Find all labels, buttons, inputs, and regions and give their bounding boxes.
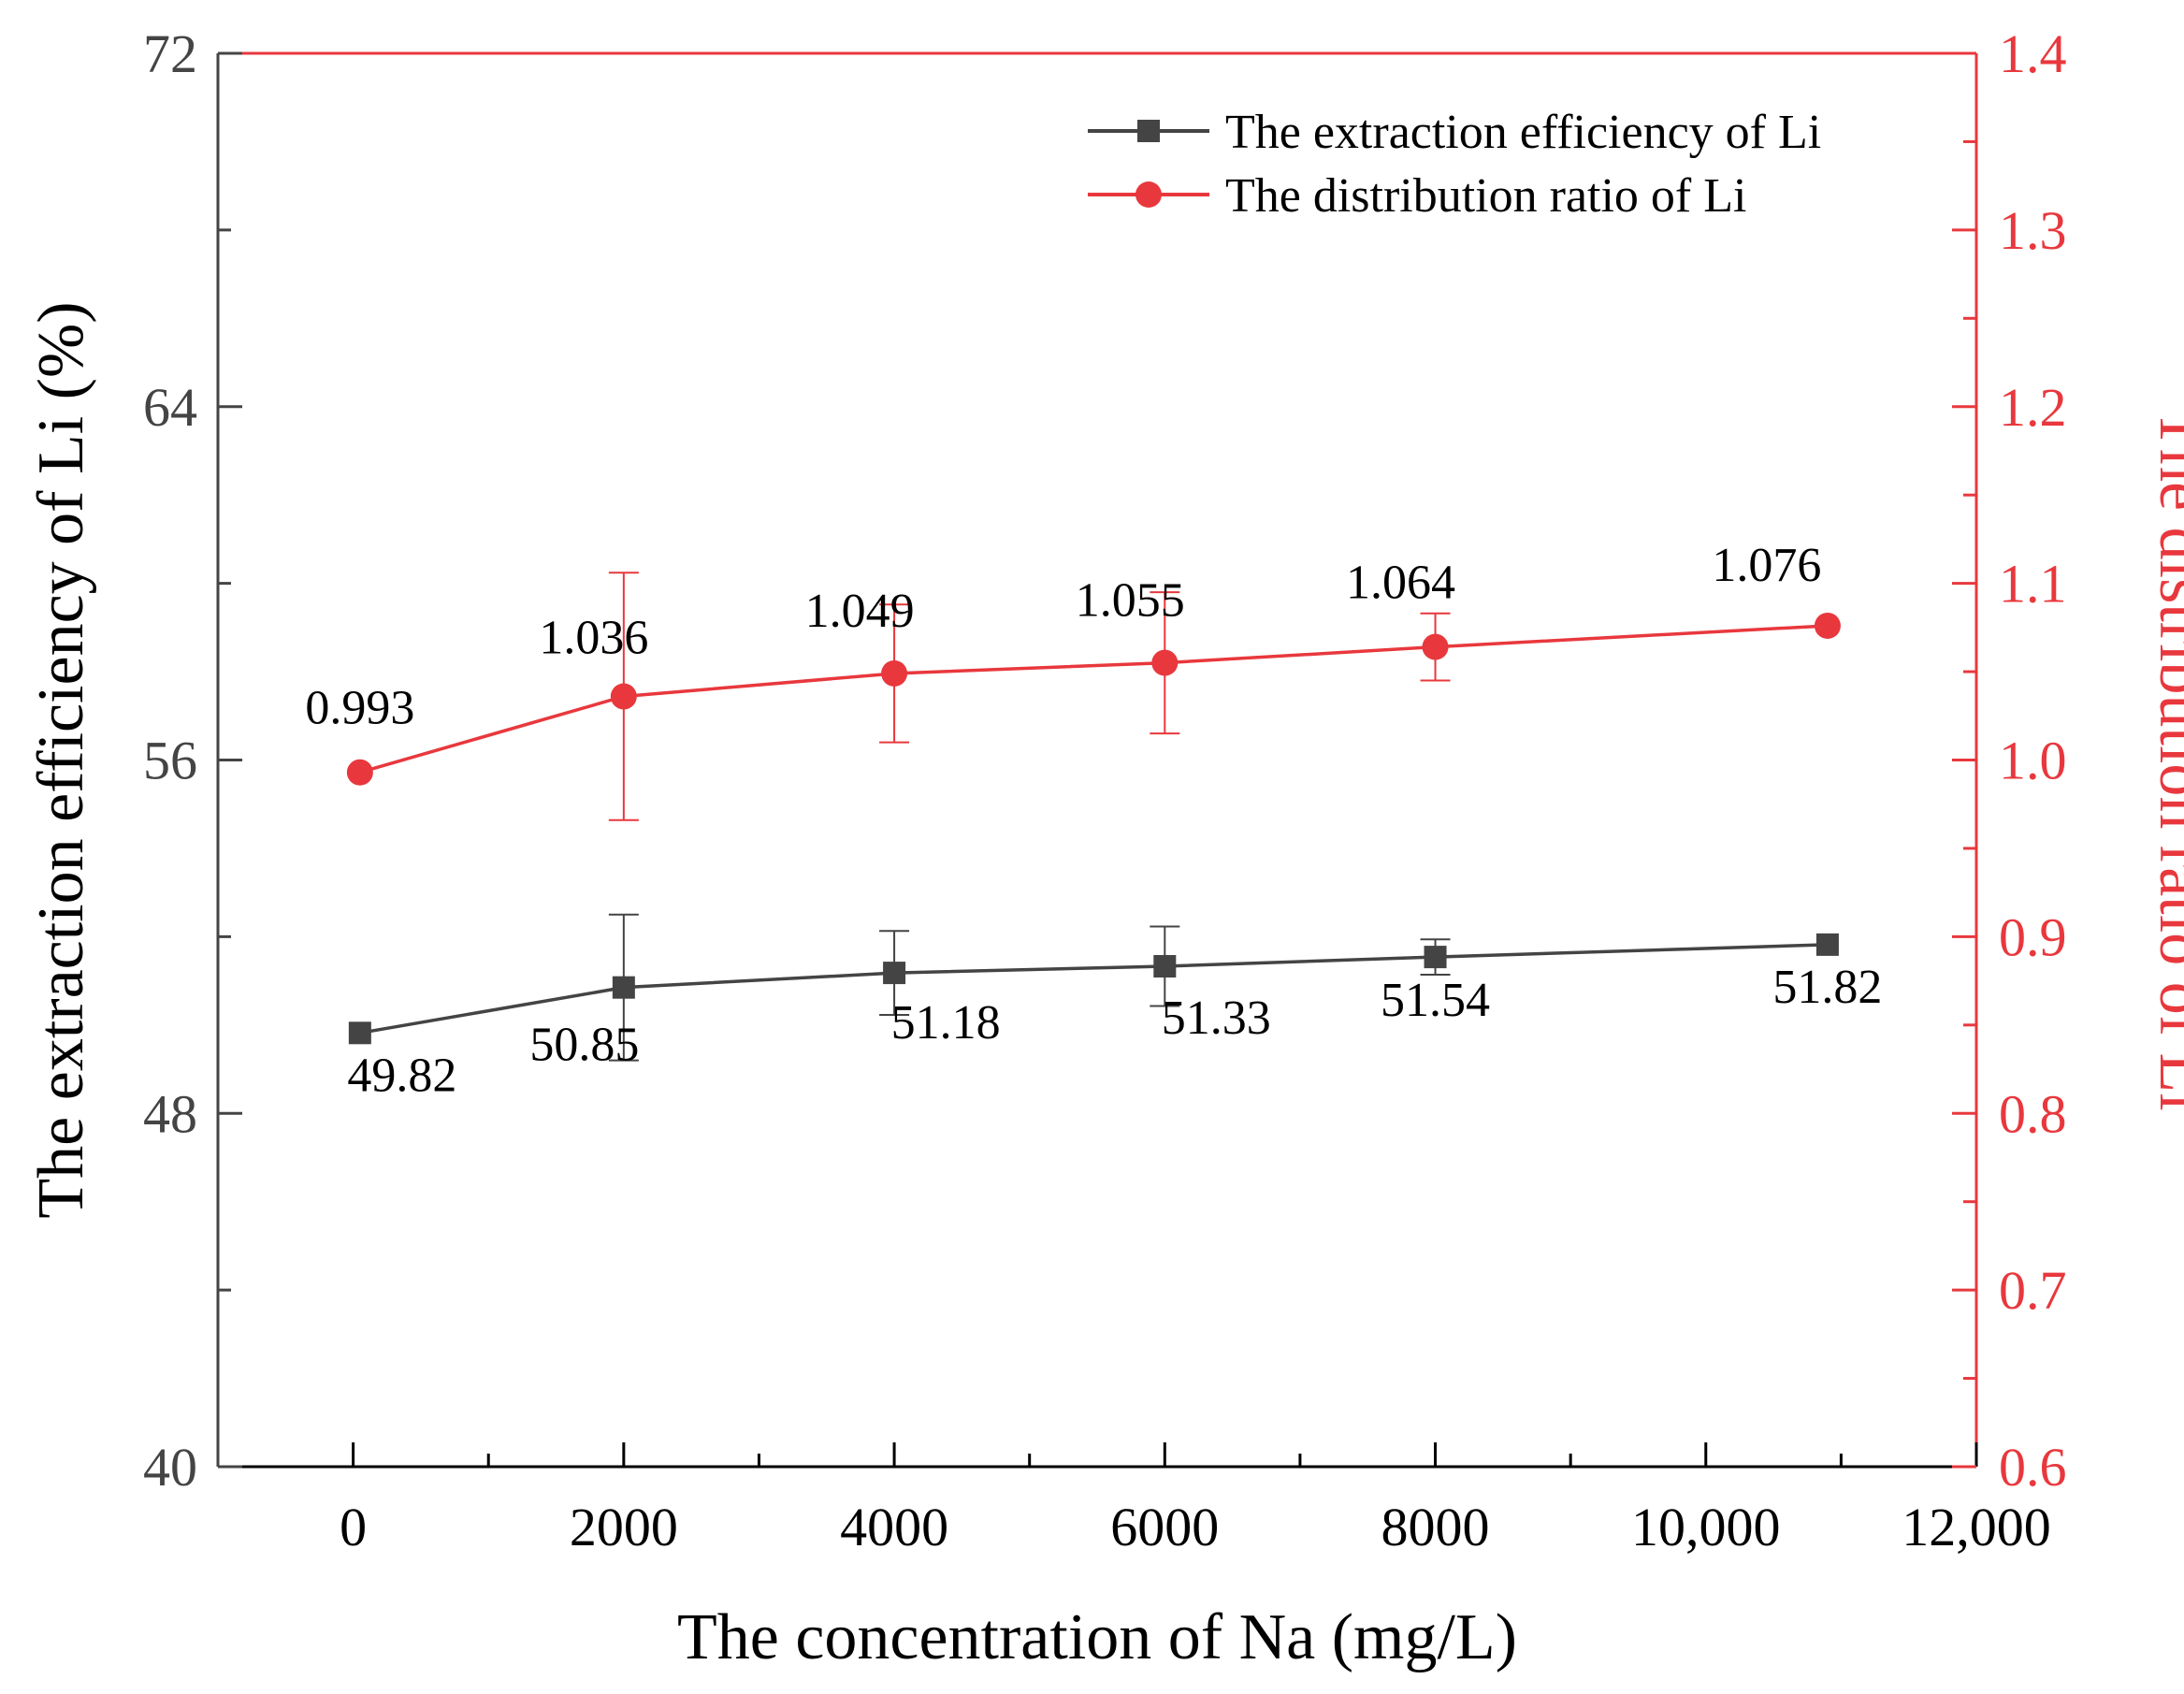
- legend: The extraction efficiency of Li The distr…: [1088, 106, 1821, 223]
- data-label: 51.82: [1772, 961, 1882, 1014]
- data-point-circle: [1814, 612, 1841, 639]
- data-point-circle: [1151, 649, 1179, 676]
- y-right-tick-label: 0.8: [1999, 1083, 2067, 1144]
- data-point-circle: [881, 659, 908, 687]
- y-right-tick-label: 0.9: [1999, 906, 2067, 967]
- y-right-tick-label: 0.6: [1999, 1437, 2067, 1498]
- data-point-square: [1153, 955, 1177, 978]
- data-label: 1.064: [1346, 557, 1455, 610]
- data-label: 51.33: [1162, 992, 1271, 1045]
- x-tick-label: 2000: [570, 1497, 678, 1557]
- y-left-axis-title: The extraction efficiency of Li (%): [25, 301, 97, 1218]
- x-tick-label: 12,000: [1902, 1497, 2051, 1557]
- plot-series: [346, 572, 1841, 1062]
- y-left-tick-label: 72: [143, 23, 197, 84]
- y-right-tick-label: 1.3: [1999, 200, 2067, 261]
- legend-label: The extraction efficiency of Li: [1225, 106, 1821, 159]
- legend-circle-marker: [1135, 181, 1162, 208]
- y-left-tick-label: 64: [143, 377, 197, 438]
- data-label: 50.85: [529, 1019, 639, 1072]
- y-left-tick-label: 40: [143, 1437, 197, 1498]
- data-point-circle: [1422, 633, 1449, 660]
- y-right-tick-label: 1.4: [1999, 23, 2067, 84]
- data-point-circle: [346, 759, 373, 786]
- data-label: 1.036: [539, 612, 648, 665]
- y-right-tick-label: 1.0: [1999, 731, 2067, 791]
- data-label: 0.993: [305, 682, 414, 735]
- x-tick-label: 0: [340, 1497, 367, 1557]
- y-right-tick-label: 1.1: [1999, 554, 2067, 615]
- data-label: 1.055: [1076, 574, 1185, 628]
- y-left-tick-label: 48: [143, 1083, 197, 1144]
- data-point-square: [612, 976, 635, 999]
- data-point-square: [348, 1021, 371, 1045]
- data-label: 1.049: [805, 585, 915, 638]
- series-line: [359, 943, 1828, 1035]
- x-tick-label: 4000: [840, 1497, 948, 1557]
- data-point-square: [1815, 933, 1839, 956]
- axes: 0 2000 4000 6000 8000 10,000 12,000 40 48 56 64 72 0…: [25, 23, 2184, 1673]
- data-label: 49.82: [347, 1049, 456, 1102]
- legend-square-marker: [1137, 120, 1160, 142]
- y-left-tick-label: 56: [143, 731, 197, 791]
- x-tick-label: 6000: [1110, 1497, 1219, 1557]
- data-label: 1.076: [1712, 539, 1821, 592]
- series-extraction-efficiency: [348, 913, 1839, 1062]
- x-tick-label: 10,000: [1631, 1497, 1781, 1557]
- data-point-square: [883, 962, 906, 985]
- legend-label: The distribution ratio of Li: [1225, 169, 1746, 223]
- y-right-tick-label: 0.7: [1999, 1260, 2067, 1321]
- y-right-tick-label: 1.2: [1999, 377, 2067, 438]
- series-distribution-ratio: [346, 572, 1841, 821]
- x-tick-label: 8000: [1381, 1497, 1490, 1557]
- x-axis-title: The concentration of Na (mg/L): [677, 1601, 1517, 1673]
- y-right-axis-title: The distribution ratio of Li: [2146, 409, 2184, 1110]
- data-point-square: [1424, 946, 1447, 969]
- data-point-circle: [610, 683, 637, 710]
- data-labels: 49.82 50.85 51.18 51.33 51.54 51.82 0.993 1.036…: [305, 539, 1882, 1102]
- data-label: 51.18: [891, 996, 1001, 1050]
- data-label: 51.54: [1381, 974, 1490, 1027]
- series-line: [359, 624, 1829, 775]
